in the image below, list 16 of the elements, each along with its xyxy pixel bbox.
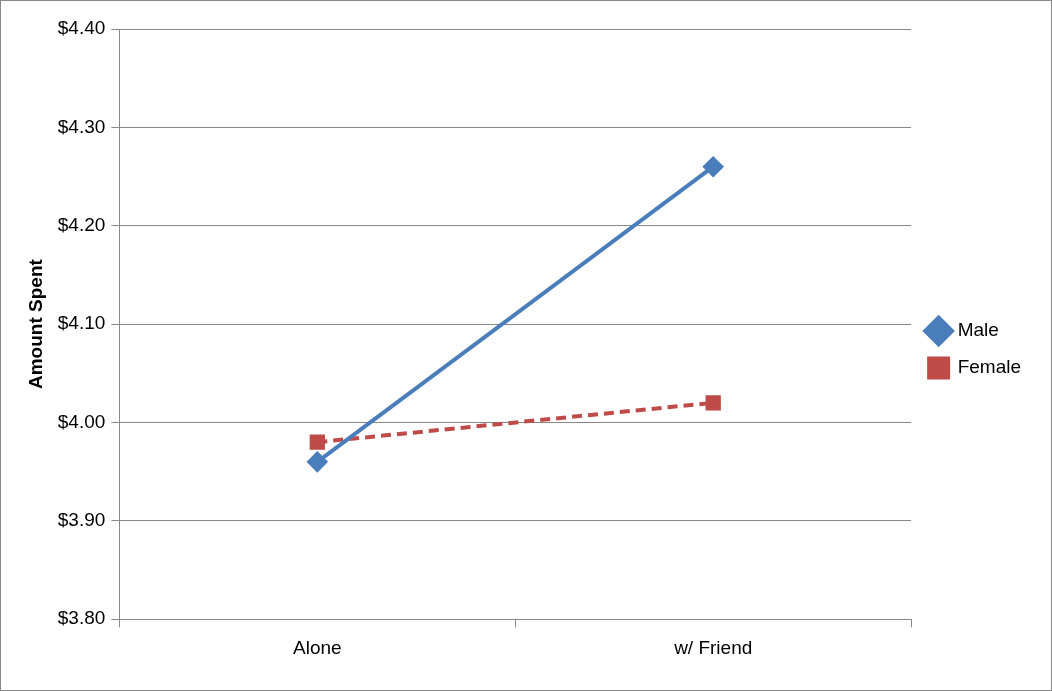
y-axis-title: Amount Spent [24,258,46,390]
point [703,156,724,177]
legend-label: Female [957,356,1021,378]
y-tick-label: $4.00 [57,410,106,432]
y-tick-label: $4.10 [57,312,106,334]
y-tick-label: $4.40 [57,17,106,39]
y-tick-label: $3.90 [57,509,106,531]
y-tick-label: $4.20 [57,213,106,235]
legend-label: Male [957,319,999,341]
y-tick-label: $3.80 [57,607,106,629]
point [309,434,325,450]
y-tick-label: $4.30 [57,115,106,137]
point [705,395,721,411]
x-tick-label: w/ Friend [673,636,753,658]
x-tick-label: Alone [292,636,342,658]
point [307,451,328,472]
